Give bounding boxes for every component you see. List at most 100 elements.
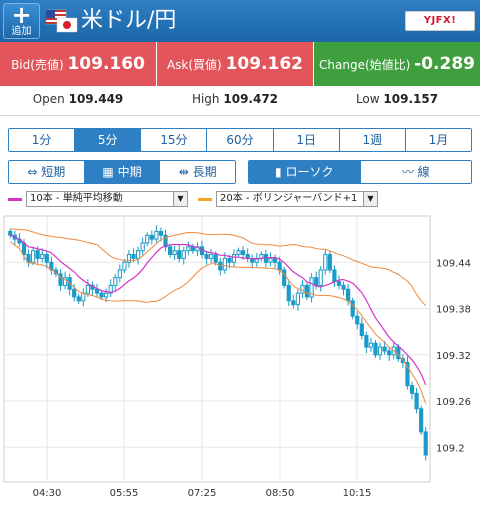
tab-1day[interactable]: 1日: [273, 129, 340, 151]
candle-body: [149, 234, 154, 240]
high-value: 109.472: [223, 92, 279, 106]
y-tick-label: 109.26: [436, 397, 471, 408]
divider: [0, 115, 480, 116]
tab-60min[interactable]: 60分: [207, 129, 274, 151]
expand-icon: ⇹: [178, 165, 189, 179]
candle-body: [355, 315, 360, 325]
tab-short-term[interactable]: ⇔ 短期: [9, 161, 85, 183]
page-title: 米ドル/円: [81, 8, 177, 33]
open-value: 109.449: [68, 92, 124, 106]
ask-panel[interactable]: Ask(買値) 109.162: [157, 42, 313, 86]
candle-body: [323, 254, 328, 271]
candle-body: [31, 250, 36, 263]
candle-body: [236, 250, 241, 256]
candle-body: [117, 269, 122, 279]
candle-body: [76, 296, 81, 302]
candle-body: [419, 408, 424, 433]
candle-body: [222, 257, 227, 271]
indicator-1-select[interactable]: 10本 - 単純平均移動 ▼: [26, 191, 188, 207]
candle-body: [186, 246, 191, 252]
price-chart[interactable]: 04:30 05:55 07:25 08:50 10:15 109.2 109.26 109.…: [0, 212, 480, 512]
candle-body: [140, 242, 145, 252]
indicator-1-value: 10本 - 単純平均移動: [30, 193, 123, 204]
long-term-label: 長期: [192, 165, 217, 179]
tab-long-term[interactable]: ⇹ 長期: [160, 161, 235, 183]
app-header: + 追加 米ドル/円 YJFX!: [0, 0, 480, 42]
candle-body: [373, 342, 378, 356]
high-label: High: [191, 92, 220, 106]
candle-body: [304, 284, 310, 298]
tab-1week[interactable]: 1週: [339, 129, 406, 151]
x-tick-label: 04:30: [33, 488, 62, 499]
candle-body: [405, 361, 410, 387]
candle-body: [341, 284, 346, 290]
ask-label: Ask(買値): [166, 58, 222, 72]
candle-body: [122, 261, 127, 271]
candle-body: [227, 257, 232, 263]
indicator-2-select[interactable]: 20本 - ボリンジャーバンド+1 ▼: [216, 191, 378, 207]
tab-15min[interactable]: 15分: [141, 129, 208, 151]
x-tick-label: 05:55: [110, 488, 139, 499]
candlestick-icon: ▮: [275, 165, 282, 179]
bollinger-lower-line: [9, 241, 427, 404]
bollinger-swatch: [198, 198, 212, 201]
us-jp-flag-icon: [46, 9, 78, 33]
candle-body: [291, 300, 296, 306]
candle-body: [204, 254, 209, 259]
tab-candlestick[interactable]: ▮ ローソク: [249, 161, 361, 183]
tab-5min[interactable]: 5分: [75, 129, 142, 151]
low-stat: Low 109.157: [314, 86, 480, 116]
timeframe-tabs: 1分 5分 15分 60分 1日 1週 1月: [8, 128, 472, 152]
candle-body: [300, 284, 305, 294]
candle-body: [163, 234, 168, 248]
bollinger-upper-line: [10, 228, 427, 307]
tab-1min[interactable]: 1分: [9, 129, 76, 151]
candle-body: [44, 254, 49, 263]
candle-body: [314, 277, 319, 286]
candle-body: [108, 284, 113, 294]
add-button[interactable]: + 追加: [3, 3, 40, 39]
line-label: 線: [417, 165, 430, 179]
candle-body: [35, 250, 40, 259]
candle-body: [85, 284, 90, 294]
candle-body: [213, 254, 218, 263]
bid-label: Bid(売値): [11, 58, 64, 72]
chart-type-tabs: ▮ ローソク 〰 線: [248, 160, 472, 184]
candle-body: [377, 346, 383, 356]
candle-body: [72, 288, 77, 298]
candle-body: [409, 385, 415, 394]
shrink-icon: ⇔: [27, 165, 38, 179]
tab-line[interactable]: 〰 線: [360, 161, 471, 183]
bid-panel[interactable]: Bid(売値) 109.160: [0, 42, 156, 86]
tab-mid-term[interactable]: ▦ 中期: [84, 161, 161, 183]
x-tick-label: 10:15: [343, 488, 372, 499]
candle-body: [295, 292, 300, 306]
chevron-down-icon: ▼: [363, 192, 377, 206]
indicator-2: 20本 - ボリンジャーバンド+1 ▼: [198, 191, 378, 207]
ask-value: 109.162: [225, 54, 304, 74]
change-label: Change(始値比): [319, 58, 411, 72]
candle-body: [154, 230, 159, 240]
change-value: -0.289: [414, 54, 475, 74]
candle-body: [181, 250, 186, 259]
candle-body: [126, 254, 132, 263]
candlestick-label: ローソク: [285, 165, 334, 179]
candle-body: [263, 254, 269, 263]
candle-body: [40, 254, 45, 259]
y-tick-label: 109.44: [436, 258, 471, 269]
candle-body: [282, 269, 287, 286]
high-stat: High 109.472: [157, 86, 313, 116]
indicator-2-value: 20本 - ボリンジャーバンド+1: [220, 193, 358, 204]
bid-value: 109.160: [67, 54, 145, 74]
candle-body: [177, 250, 182, 259]
candle-body: [423, 431, 428, 456]
candle-body: [277, 261, 282, 271]
candle-body: [309, 277, 314, 298]
candle-body: [94, 288, 100, 294]
candle-body: [241, 250, 246, 256]
tab-1month[interactable]: 1月: [405, 129, 471, 151]
candle-body: [286, 284, 291, 302]
add-label: 追加: [11, 26, 32, 37]
x-tick-label: 07:25: [188, 488, 217, 499]
chevron-down-icon: ▼: [173, 192, 187, 206]
